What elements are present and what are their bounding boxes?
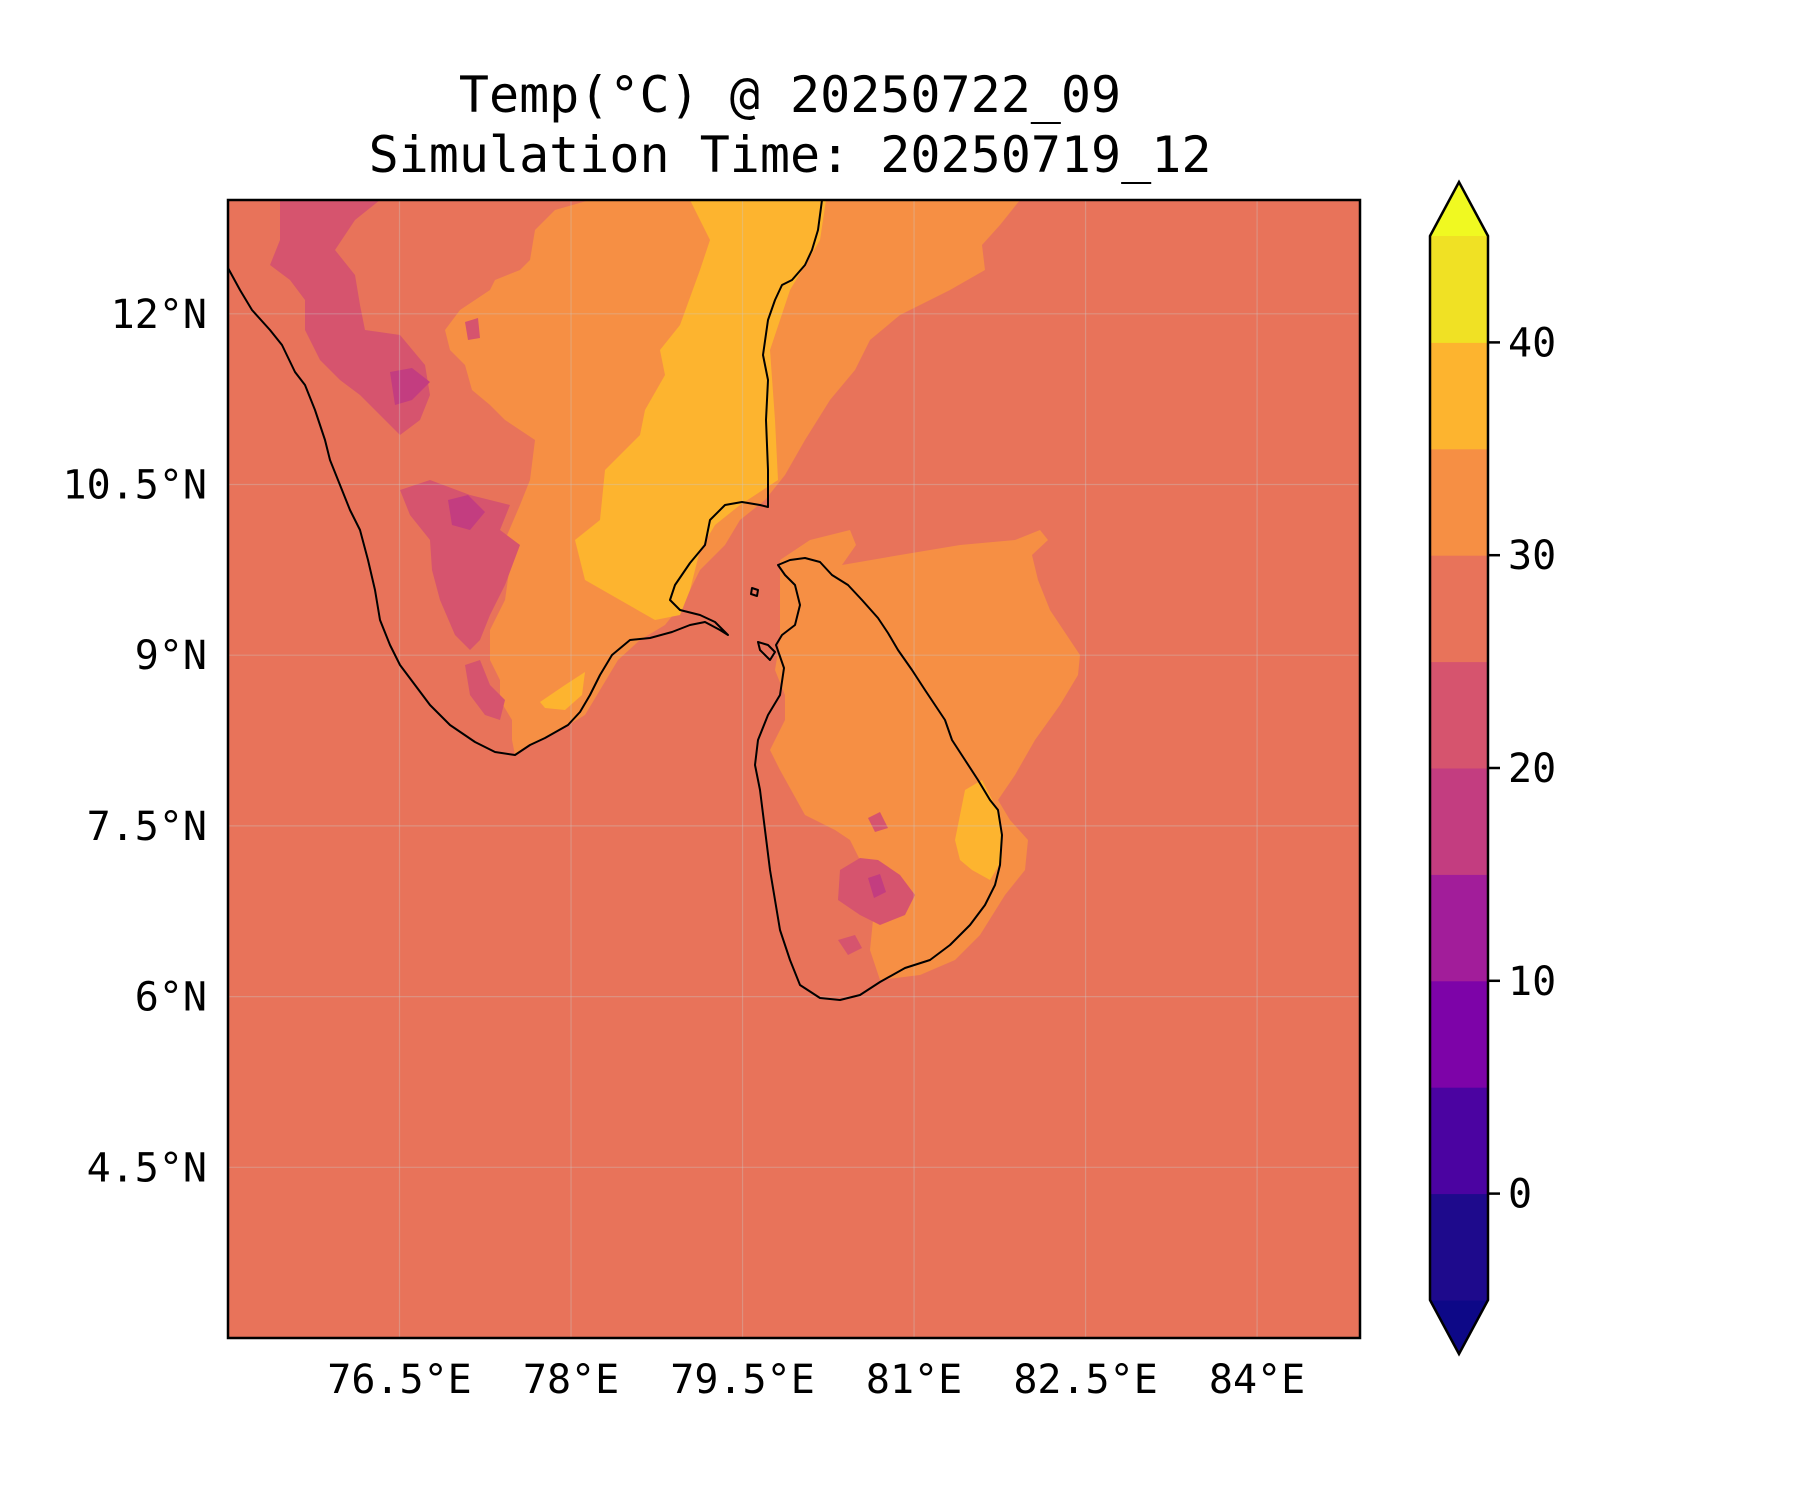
colorbar-under-extension <box>1430 1300 1488 1354</box>
colorbar-level <box>1430 448 1488 556</box>
colorbar-levels <box>1430 236 1488 1301</box>
lat-tick-label: 9°N <box>135 633 207 679</box>
coastlines <box>228 200 1003 1001</box>
lat-tick-label: 7.5°N <box>87 804 207 850</box>
lon-tick-label: 79.5°E <box>670 1357 815 1403</box>
coastline-mannar-island <box>757 641 776 661</box>
contour-ghats-mid-20-25 <box>400 480 520 650</box>
colorbar-outline <box>1428 179 1490 1357</box>
colorbar-level <box>1430 236 1488 343</box>
colorbar-over-extension <box>1430 182 1488 236</box>
lon-tick-label: 78°E <box>523 1357 619 1403</box>
colorbar-tick-label: 10 <box>1508 959 1556 1005</box>
contour-india-35-40-south <box>540 672 585 710</box>
colorbar-tick-labels: 0 10 20 30 40 <box>1488 320 1556 1218</box>
coastline-india <box>228 200 823 756</box>
colorbar-level <box>1430 342 1488 450</box>
contour-srilanka-hills-15-20 <box>868 874 886 898</box>
colorbar-level <box>1430 1087 1488 1195</box>
contour-srilanka-south-20-25 <box>838 935 862 955</box>
coastline-srilanka <box>754 557 1003 1001</box>
map-frame <box>226 198 1362 1340</box>
longitude-tick-labels: 76.5°E 78°E 79.5°E 81°E 82.5°E 84°E <box>327 1357 1305 1403</box>
contour-srilanka-35-40 <box>955 780 1002 880</box>
lon-tick-label: 76.5°E <box>327 1357 472 1403</box>
colorbar-tick-label: 30 <box>1508 533 1556 579</box>
colorbar-tick-label: 0 <box>1508 1172 1532 1218</box>
colorbar-level <box>1430 874 1488 982</box>
contour-ghats-mid-15-20 <box>448 495 485 530</box>
colorbar-level <box>1430 980 1488 1088</box>
lon-tick-label: 84°E <box>1209 1357 1305 1403</box>
lat-tick-label: 12°N <box>111 292 207 338</box>
colorbar-level <box>1430 661 1488 769</box>
map-subtitle: Simulation Time: 20250719_12 <box>369 126 1212 184</box>
coastline-islet <box>750 587 759 597</box>
contour-ghats-north-15-20 <box>390 368 430 405</box>
lon-tick-label: 82.5°E <box>1013 1357 1158 1403</box>
colorbar-tick-label: 40 <box>1508 320 1556 366</box>
lon-tick-label: 81°E <box>866 1357 962 1403</box>
contour-srilanka-30-35 <box>770 530 1080 980</box>
temperature-contours <box>270 200 1080 980</box>
lat-tick-label: 6°N <box>135 975 207 1021</box>
lat-tick-label: 10.5°N <box>63 463 208 509</box>
map-title: Temp(°C) @ 20250722_09 <box>459 66 1121 124</box>
latitude-tick-labels: 12°N 10.5°N 9°N 7.5°N 6°N 4.5°N <box>63 292 208 1192</box>
map-plot-area <box>226 198 1362 1340</box>
contour-ghats-south-20-25 <box>465 660 505 720</box>
colorbar-tick-label: 20 <box>1508 746 1556 792</box>
colorbar: 0 10 20 30 40 <box>1428 179 1556 1357</box>
contour-srilanka-small-20-25 <box>868 812 888 832</box>
contour-ghats-small-20-25 <box>465 318 480 340</box>
colorbar-level <box>1430 768 1488 875</box>
colorbar-level <box>1430 555 1488 663</box>
colorbar-level <box>1430 1193 1488 1301</box>
lat-tick-label: 4.5°N <box>87 1145 207 1191</box>
contour-ghats-north-20-25 <box>270 200 430 435</box>
map-gridlines <box>228 200 1360 1338</box>
contour-india-35-40 <box>575 200 826 620</box>
